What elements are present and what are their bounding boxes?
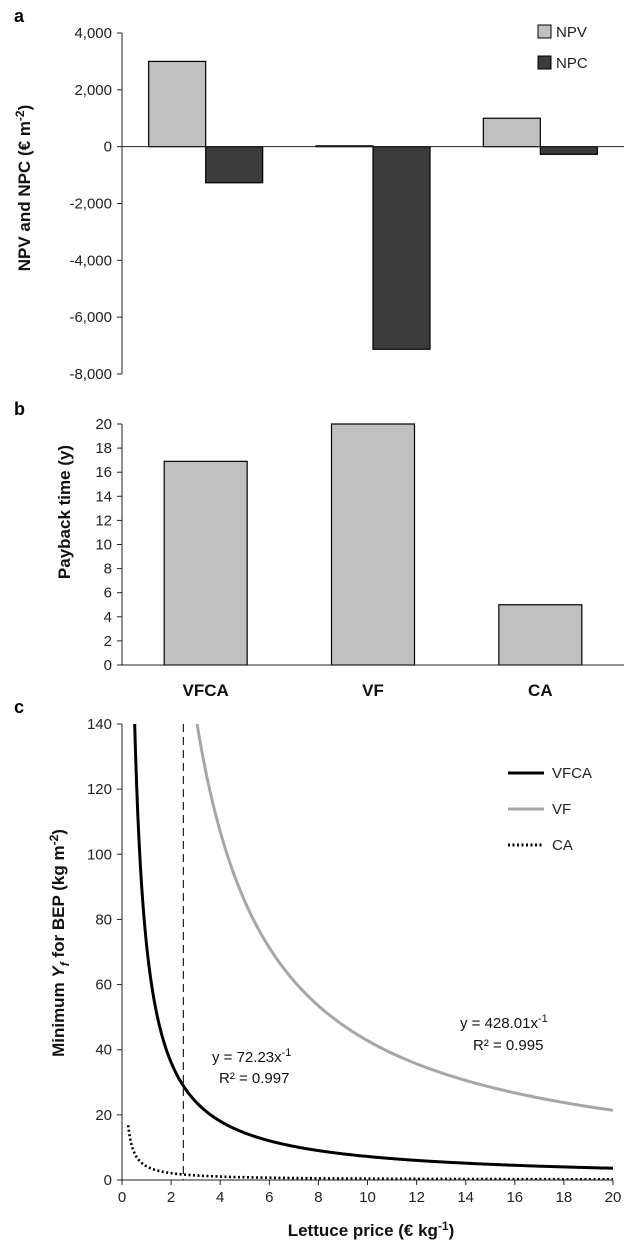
x-tick-label: 4 [216,1189,224,1206]
panel-b-y-ticks: 0 2 4 6 8 10 12 14 16 18 20 [95,416,122,674]
y-tick-label: 4 [104,609,112,626]
x-tick-label: 18 [556,1189,573,1206]
panel-c-y-axis-title: Minimum Yf for BEP (kg m-2) [47,829,72,1057]
y-tick-label: 12 [95,512,112,529]
y-tick-label: 120 [87,781,112,798]
panel-b-y-axis-title: Payback time (y) [55,445,74,579]
x-tick-label: 12 [408,1189,425,1206]
panel-b-bars [163,423,583,666]
category-label-ca: CA [528,681,553,700]
y-tick-label: -8,000 [69,366,112,383]
panel-b-letter: b [14,399,25,419]
bar-npc-ca [539,146,598,155]
annotation-vf-r2: R² = 0.995 [473,1037,543,1054]
x-tick-label: 20 [605,1189,622,1206]
annotation-vfca-equation: y = 72.23x-1 [212,1047,291,1066]
y-tick-label: 2,000 [74,82,112,99]
legend-npv-swatch [537,24,552,39]
y-tick-label: 4,000 [74,25,112,42]
panel-a-y-axis-title: NPV and NPC (€ m-2) [13,105,34,272]
panel-c-x-axis-title: Lettuce price (€ kg-1) [288,1219,455,1240]
y-tick-label: 6 [104,585,112,602]
y-tick-label: 60 [95,977,112,994]
category-label-vf: VF [362,681,384,700]
panel-c-legend: VFCA VF CA [508,765,592,854]
x-tick-label: 6 [265,1189,273,1206]
annotation-vf: y = 428.01x-1 R² = 0.995 [460,1013,548,1054]
series-line-ca [126,1125,613,1180]
x-tick-label: 14 [457,1189,474,1206]
panel-a-y-ticks: 4,000 2,000 0 -2,000 -4,000 -6,000 -8,000 [69,25,122,383]
y-tick-label: 80 [95,911,112,928]
legend-npv-label: NPV [556,24,587,41]
x-tick-label: 2 [167,1189,175,1206]
y-tick-label: 8 [104,561,112,578]
y-tick-label: -2,000 [69,196,112,213]
panel-a-letter: a [14,6,25,26]
x-tick-label: 0 [118,1189,126,1206]
panel-c: c 0 20 40 60 80 100 120 140 0 2 4 6 8 10 12 14 16 18 20 Mi… [14,697,621,1240]
y-tick-label: 20 [95,416,112,433]
bar-npv-ca [482,117,541,148]
x-tick-label: 16 [506,1189,523,1206]
panel-c-ticks: 0 20 40 60 80 100 120 140 0 2 4 6 8 10 12 14 16 18 20 [87,716,621,1206]
y-tick-label: 0 [104,657,112,674]
y-tick-label: 2 [104,633,112,650]
y-tick-label: 20 [95,1107,112,1124]
y-tick-label: -6,000 [69,309,112,326]
panel-c-lines [126,724,613,1180]
bar-npc-vfca [205,146,264,184]
panel-a-bars [148,60,598,350]
y-tick-label: 100 [87,846,112,863]
series-line-vf [195,724,613,1112]
bar-payback-vf [330,423,416,666]
legend-vfca-label: VFCA [552,765,592,782]
y-tick-label: 0 [104,139,112,156]
y-tick-label: -4,000 [69,252,112,269]
y-tick-label: 14 [95,488,112,505]
annotation-vfca-r2: R² = 0.997 [219,1070,289,1087]
y-tick-label: 0 [104,1172,112,1189]
y-tick-label: 16 [95,464,112,481]
bar-payback-ca [498,604,583,666]
y-tick-label: 40 [95,1042,112,1059]
bar-payback-vfca [163,460,248,666]
y-tick-label: 140 [87,716,112,733]
legend-vf-label: VF [552,801,571,818]
x-tick-label: 8 [314,1189,322,1206]
legend-ca-label: CA [552,837,573,854]
legend-npc-label: NPC [556,55,588,72]
legend-npc-swatch [537,55,552,70]
annotation-vfca: y = 72.23x-1 R² = 0.997 [212,1047,291,1087]
bar-npc-vf [372,146,431,350]
bar-npv-vfca [148,60,207,148]
y-tick-label: 10 [95,537,112,554]
annotation-vf-equation: y = 428.01x-1 [460,1013,548,1032]
category-label-vfca: VFCA [183,681,229,700]
panel-a-legend: NPV NPC [537,24,588,72]
y-tick-label: 18 [95,440,112,457]
x-tick-label: 10 [359,1189,376,1206]
panel-a: a 4,000 2,000 0 -2,000 -4,000 -6,000 -8,000 NP… [13,6,624,383]
series-line-vfca [133,724,613,1170]
panel-b-category-labels: VFCA VF CA [183,681,553,700]
panel-c-letter: c [14,697,24,717]
